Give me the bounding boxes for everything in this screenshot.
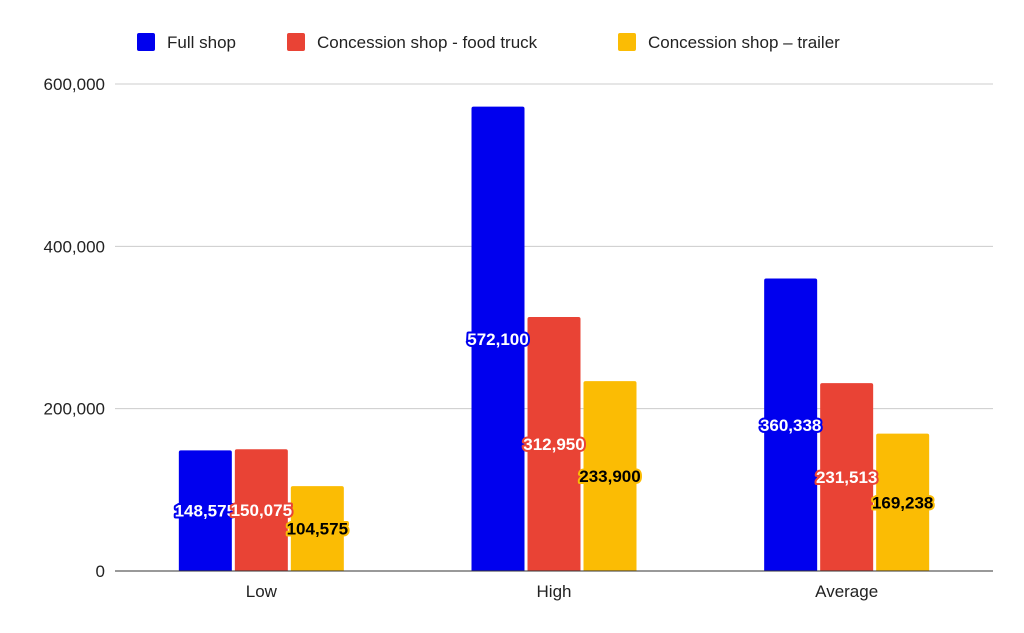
- data-label-1-average: 360,338: [760, 416, 821, 435]
- bar-2-high: [527, 316, 581, 571]
- legend-swatch: [287, 33, 305, 51]
- legend-label: Concession shop – trailer: [648, 33, 840, 52]
- bar-2-average: [820, 383, 874, 571]
- x-tick-label: Average: [815, 582, 878, 601]
- bar-1-average: [764, 278, 818, 571]
- legend-swatch: [137, 33, 155, 51]
- data-label-2-average: 231,513: [816, 468, 877, 487]
- y-tick-label: 0: [96, 562, 105, 581]
- x-tick-label: Low: [246, 582, 278, 601]
- y-tick-label: 400,000: [44, 237, 105, 256]
- legend-label: Concession shop - food truck: [317, 33, 538, 52]
- data-label-3-average: 169,238: [872, 493, 933, 512]
- data-label-2-low: 150,075: [231, 501, 292, 520]
- data-label-3-high: 233,900: [579, 467, 640, 486]
- data-label-1-low: 148,575: [175, 502, 236, 521]
- legend: Full shop Concession shop - food truck Con…: [137, 33, 840, 52]
- y-tick-label: 200,000: [44, 400, 105, 419]
- y-axis-ticks: 0 200,000 400,000 600,000: [44, 75, 105, 581]
- data-label-2-high: 312,950: [523, 435, 584, 454]
- legend-label: Full shop: [167, 33, 236, 52]
- bar-3-low: [290, 486, 344, 571]
- bar-3-average: [876, 433, 930, 571]
- data-label-3-low: 104,575: [287, 520, 348, 539]
- y-tick-label: 600,000: [44, 75, 105, 94]
- x-axis-ticks: Low High Average: [115, 570, 993, 601]
- bar-1-high: [471, 106, 525, 571]
- data-label-1-high: 572,100: [467, 330, 528, 349]
- bars: [178, 106, 930, 571]
- bar-3-high: [583, 381, 637, 571]
- legend-swatch: [618, 33, 636, 51]
- bar-1-low: [178, 450, 232, 571]
- bar-2-low: [234, 449, 288, 571]
- legend-item-1: Full shop: [137, 33, 236, 52]
- legend-item-3: Concession shop – trailer: [618, 33, 840, 52]
- x-tick-label: High: [537, 582, 572, 601]
- legend-item-2: Concession shop - food truck: [287, 33, 538, 52]
